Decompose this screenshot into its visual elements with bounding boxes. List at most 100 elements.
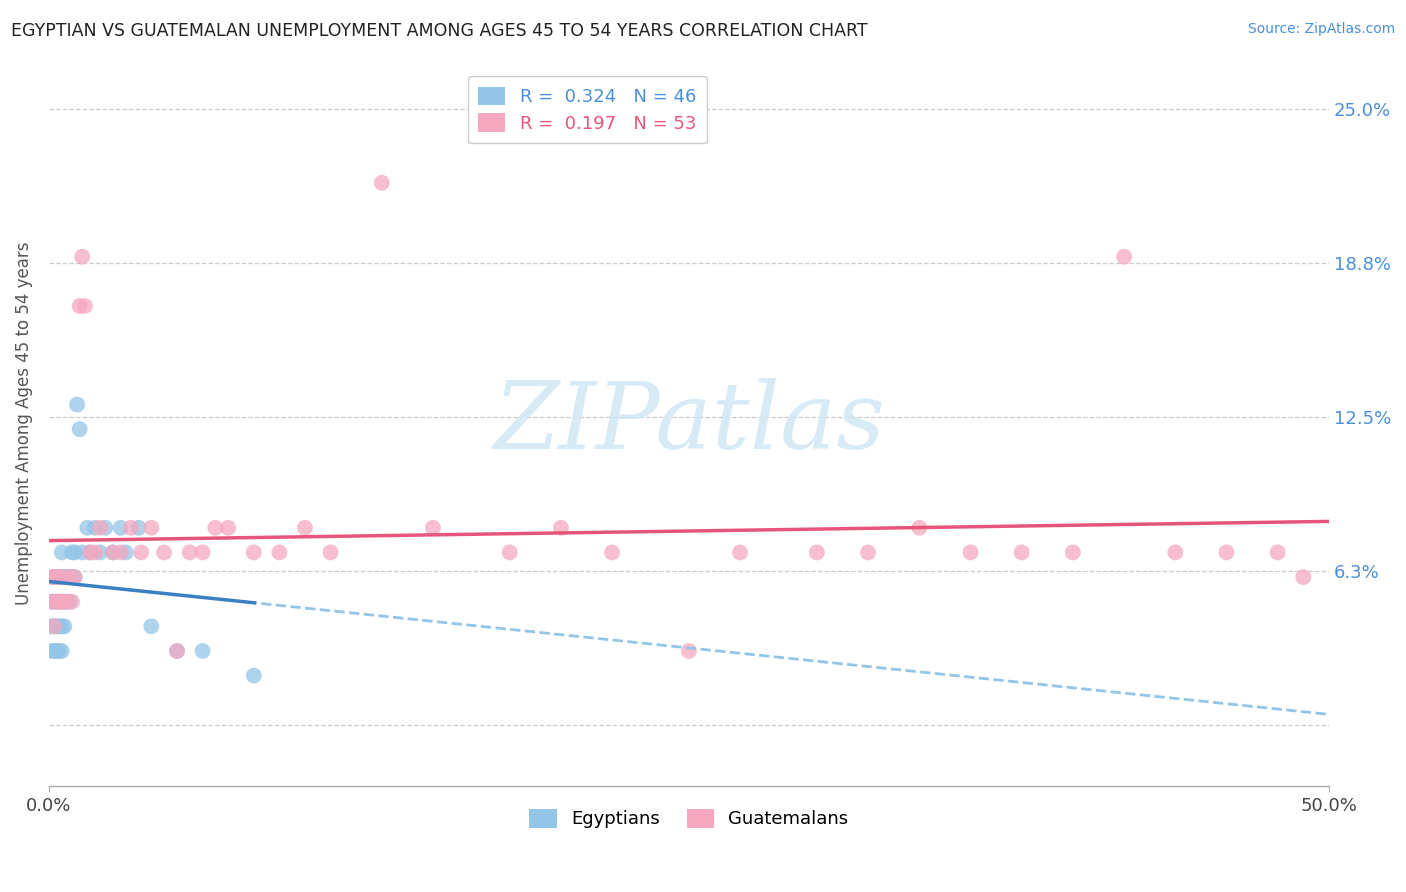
Point — [678, 644, 700, 658]
Point — [422, 521, 444, 535]
Point — [959, 545, 981, 559]
Point — [56, 595, 79, 609]
Point — [48, 644, 70, 658]
Point — [56, 570, 79, 584]
Point — [499, 545, 522, 559]
Point — [42, 570, 65, 584]
Point — [242, 668, 264, 682]
Point — [550, 521, 572, 535]
Point — [166, 644, 188, 658]
Point — [110, 521, 132, 535]
Point — [41, 570, 63, 584]
Point — [101, 545, 124, 559]
Point — [56, 595, 79, 609]
Point — [84, 545, 107, 559]
Point — [41, 595, 63, 609]
Point — [42, 644, 65, 658]
Point — [114, 545, 136, 559]
Point — [45, 595, 67, 609]
Point — [48, 595, 70, 609]
Point — [89, 545, 111, 559]
Point — [69, 299, 91, 313]
Point — [728, 545, 751, 559]
Text: ZIPatlas: ZIPatlas — [494, 378, 884, 468]
Point — [51, 545, 73, 559]
Point — [1292, 570, 1315, 584]
Point — [120, 521, 142, 535]
Point — [41, 619, 63, 633]
Point — [51, 570, 73, 584]
Point — [1164, 545, 1187, 559]
Point — [53, 570, 76, 584]
Point — [58, 570, 80, 584]
Point — [42, 619, 65, 633]
Point — [94, 521, 117, 535]
Point — [63, 545, 86, 559]
Point — [217, 521, 239, 535]
Point — [60, 595, 83, 609]
Point — [70, 250, 93, 264]
Point — [45, 570, 67, 584]
Point — [45, 595, 67, 609]
Point — [294, 521, 316, 535]
Point — [110, 545, 132, 559]
Point — [319, 545, 342, 559]
Text: Source: ZipAtlas.com: Source: ZipAtlas.com — [1247, 22, 1395, 37]
Point — [141, 521, 163, 535]
Point — [60, 570, 83, 584]
Point — [42, 570, 65, 584]
Point — [45, 644, 67, 658]
Point — [242, 545, 264, 559]
Point — [269, 545, 291, 559]
Point — [1011, 545, 1033, 559]
Point — [48, 595, 70, 609]
Point — [166, 644, 188, 658]
Point — [128, 521, 150, 535]
Point — [51, 595, 73, 609]
Point — [908, 521, 931, 535]
Point — [51, 644, 73, 658]
Point — [53, 595, 76, 609]
Point — [1062, 545, 1084, 559]
Point — [53, 619, 76, 633]
Point — [58, 570, 80, 584]
Point — [48, 619, 70, 633]
Point — [76, 521, 98, 535]
Point — [129, 545, 152, 559]
Point — [191, 545, 214, 559]
Point — [42, 595, 65, 609]
Point — [45, 570, 67, 584]
Legend: Egyptians, Guatemalans: Egyptians, Guatemalans — [522, 802, 856, 836]
Point — [371, 176, 394, 190]
Point — [153, 545, 176, 559]
Point — [1215, 545, 1237, 559]
Point — [48, 570, 70, 584]
Point — [84, 521, 107, 535]
Point — [58, 595, 80, 609]
Point — [41, 595, 63, 609]
Point — [141, 619, 163, 633]
Text: EGYPTIAN VS GUATEMALAN UNEMPLOYMENT AMONG AGES 45 TO 54 YEARS CORRELATION CHART: EGYPTIAN VS GUATEMALAN UNEMPLOYMENT AMON… — [11, 22, 868, 40]
Point — [89, 521, 111, 535]
Point — [600, 545, 623, 559]
Point — [45, 619, 67, 633]
Y-axis label: Unemployment Among Ages 45 to 54 years: Unemployment Among Ages 45 to 54 years — [15, 242, 32, 605]
Point — [63, 570, 86, 584]
Point — [179, 545, 201, 559]
Point — [1267, 545, 1289, 559]
Point — [191, 644, 214, 658]
Point — [63, 570, 86, 584]
Point — [51, 619, 73, 633]
Point — [806, 545, 828, 559]
Point — [79, 545, 101, 559]
Point — [69, 422, 91, 436]
Point — [53, 595, 76, 609]
Point — [73, 299, 96, 313]
Point — [79, 545, 101, 559]
Point — [42, 619, 65, 633]
Point — [41, 644, 63, 658]
Point — [70, 545, 93, 559]
Point — [60, 545, 83, 559]
Point — [204, 521, 226, 535]
Point — [51, 570, 73, 584]
